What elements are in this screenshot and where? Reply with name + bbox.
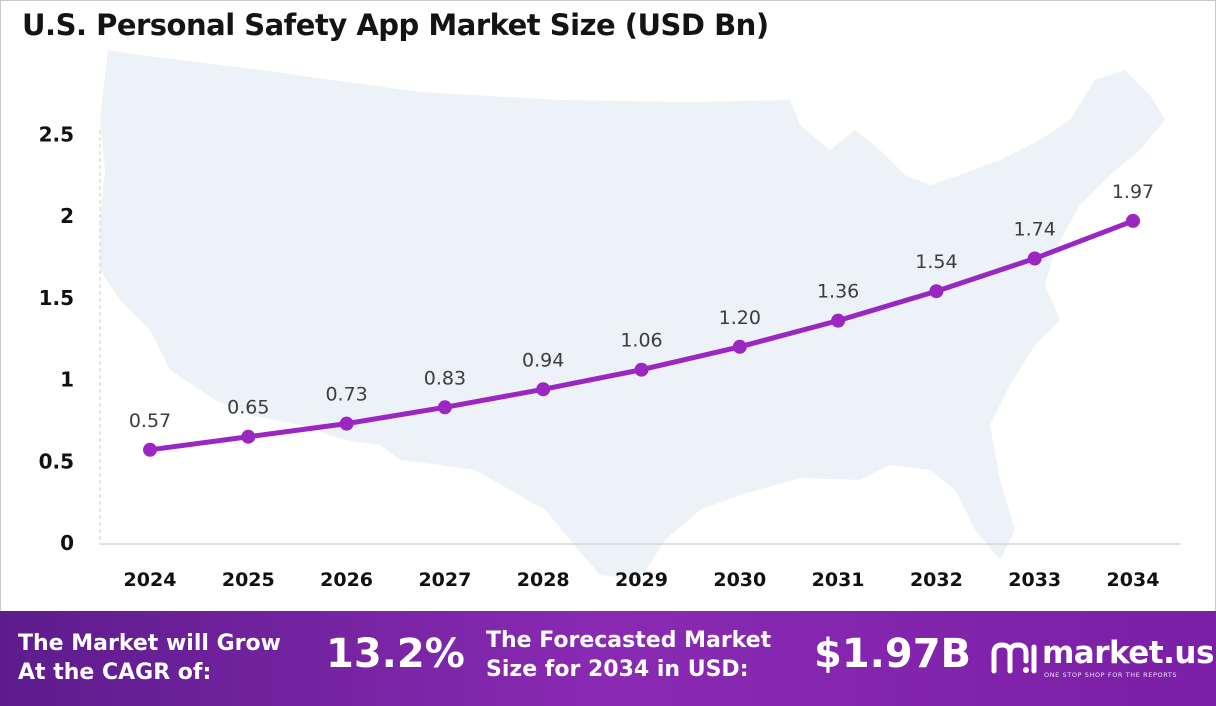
data-point xyxy=(1027,251,1042,266)
data-point xyxy=(241,429,256,444)
x-tick-label: 2027 xyxy=(418,569,471,591)
data-point xyxy=(634,362,649,377)
x-tick-label: 2024 xyxy=(124,569,177,591)
data-point xyxy=(339,416,354,431)
data-point xyxy=(732,339,747,354)
cagr-caption-line2: At the CAGR of: xyxy=(18,660,212,685)
chart-area: 0 0.5 1 1.5 2 2.5 2024 2025 2026 2027 2028 2029 203… xyxy=(39,50,1180,591)
data-point xyxy=(929,284,944,299)
chart-title: U.S. Personal Safety App Market Size (US… xyxy=(22,8,769,42)
data-label: 1.54 xyxy=(915,251,957,273)
x-tick-label: 2030 xyxy=(713,569,766,591)
data-point xyxy=(143,442,157,457)
data-label: 1.36 xyxy=(817,281,859,303)
y-tick-label: 1.5 xyxy=(39,286,74,310)
data-label: 1.74 xyxy=(1014,219,1056,241)
forecast-value: $1.97B xyxy=(814,631,972,677)
data-point xyxy=(536,382,551,397)
y-tick-label: 1 xyxy=(60,368,74,392)
x-tick-label: 2031 xyxy=(812,569,865,591)
forecast-caption-line1: The Forecasted Market xyxy=(486,628,772,653)
y-tick-label: 0.5 xyxy=(39,449,74,473)
us-map-silhouette-icon xyxy=(100,50,1165,580)
cagr-caption-line1: The Market will Grow xyxy=(18,631,281,656)
y-tick-label: 2 xyxy=(60,204,74,228)
x-tick-label: 2033 xyxy=(1008,569,1061,591)
data-point xyxy=(437,400,452,415)
data-label: 0.65 xyxy=(227,397,269,419)
y-tick-label: 2.5 xyxy=(39,122,74,146)
logo-name: market.us xyxy=(1042,635,1214,671)
x-tick-label: 2032 xyxy=(910,569,963,591)
data-label: 1.20 xyxy=(719,307,761,329)
data-label: 0.94 xyxy=(522,349,564,371)
market-us-logo-icon xyxy=(991,642,1037,674)
data-label: 1.06 xyxy=(620,330,662,352)
data-labels: 0.57 0.65 0.73 0.83 0.94 1.06 1.20 1.36 1.54 1.74… xyxy=(129,181,1154,432)
data-point xyxy=(1126,213,1140,228)
x-tick-label: 2029 xyxy=(615,569,668,591)
forecast-caption: The Forecasted Market Size for 2034 in U… xyxy=(486,626,771,684)
x-tick-label: 2028 xyxy=(517,569,570,591)
cagr-value: 13.2% xyxy=(326,631,465,677)
data-label: 0.73 xyxy=(325,384,367,406)
data-label: 0.57 xyxy=(129,410,171,432)
data-label: 0.83 xyxy=(424,367,466,389)
x-tick-label: 2025 xyxy=(222,569,275,591)
summary-banner: The Market will Grow At the CAGR of: 13.… xyxy=(0,611,1216,706)
logo-tagline: ONE STOP SHOP FOR THE REPORTS xyxy=(1044,671,1178,679)
data-point xyxy=(831,313,846,328)
x-tick-label: 2034 xyxy=(1107,569,1160,591)
y-tick-label: 0 xyxy=(60,531,74,555)
data-points xyxy=(143,213,1140,457)
cagr-caption: The Market will Grow At the CAGR of: xyxy=(18,629,281,687)
y-tick-labels: 0 0.5 1 1.5 2 2.5 xyxy=(39,122,74,555)
x-tick-label: 2026 xyxy=(320,569,373,591)
data-label: 1.97 xyxy=(1112,181,1154,203)
x-tick-labels: 2024 2025 2026 2027 2028 2029 2030 2031 2032 2033… xyxy=(124,569,1160,591)
forecast-caption-line2: Size for 2034 in USD: xyxy=(486,657,749,682)
market-us-logo: market.us ONE STOP SHOP FOR THE REPORTS xyxy=(990,635,1214,685)
